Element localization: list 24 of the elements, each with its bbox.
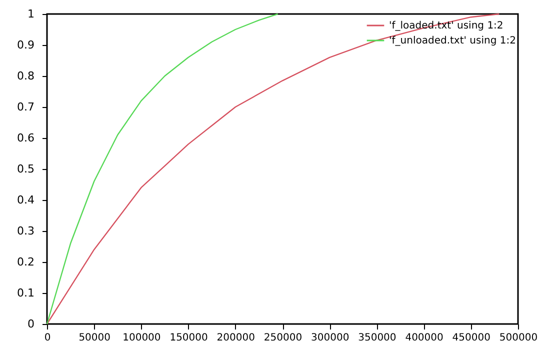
x-tick-label: 0 [44,332,51,344]
x-tick-label: 50000 [78,332,111,344]
y-tick-label: 0.5 [17,162,34,176]
x-tick-label: 400000 [405,332,444,344]
x-tick-label: 250000 [264,332,302,344]
y-tick-label: 0.9 [17,38,34,52]
x-tick-label: 300000 [311,332,350,344]
x-tick-label: 200000 [216,332,255,344]
x-tick-label: 450000 [452,332,490,344]
y-tick-label: 0.2 [17,256,34,268]
y-tick-label: 0.8 [17,70,34,82]
legend-label: 'f_unloaded.txt' using 1:2 [389,36,516,46]
y-tick-label: 0.7 [17,100,34,114]
y-tick-label: 1 [28,8,34,20]
line-series [46,13,278,325]
y-tick-label: 0.6 [17,132,34,144]
x-tick-label: 500000 [499,332,538,344]
x-tick-label: 100000 [122,332,161,344]
y-tick-label: 0 [28,318,34,330]
y-tick-label: 0.4 [17,194,34,206]
x-tick-label: 150000 [170,332,208,344]
y-tick-label: 0.1 [17,286,34,300]
y-tick-label: 0.3 [17,224,34,238]
x-tick-label: 350000 [358,332,396,344]
